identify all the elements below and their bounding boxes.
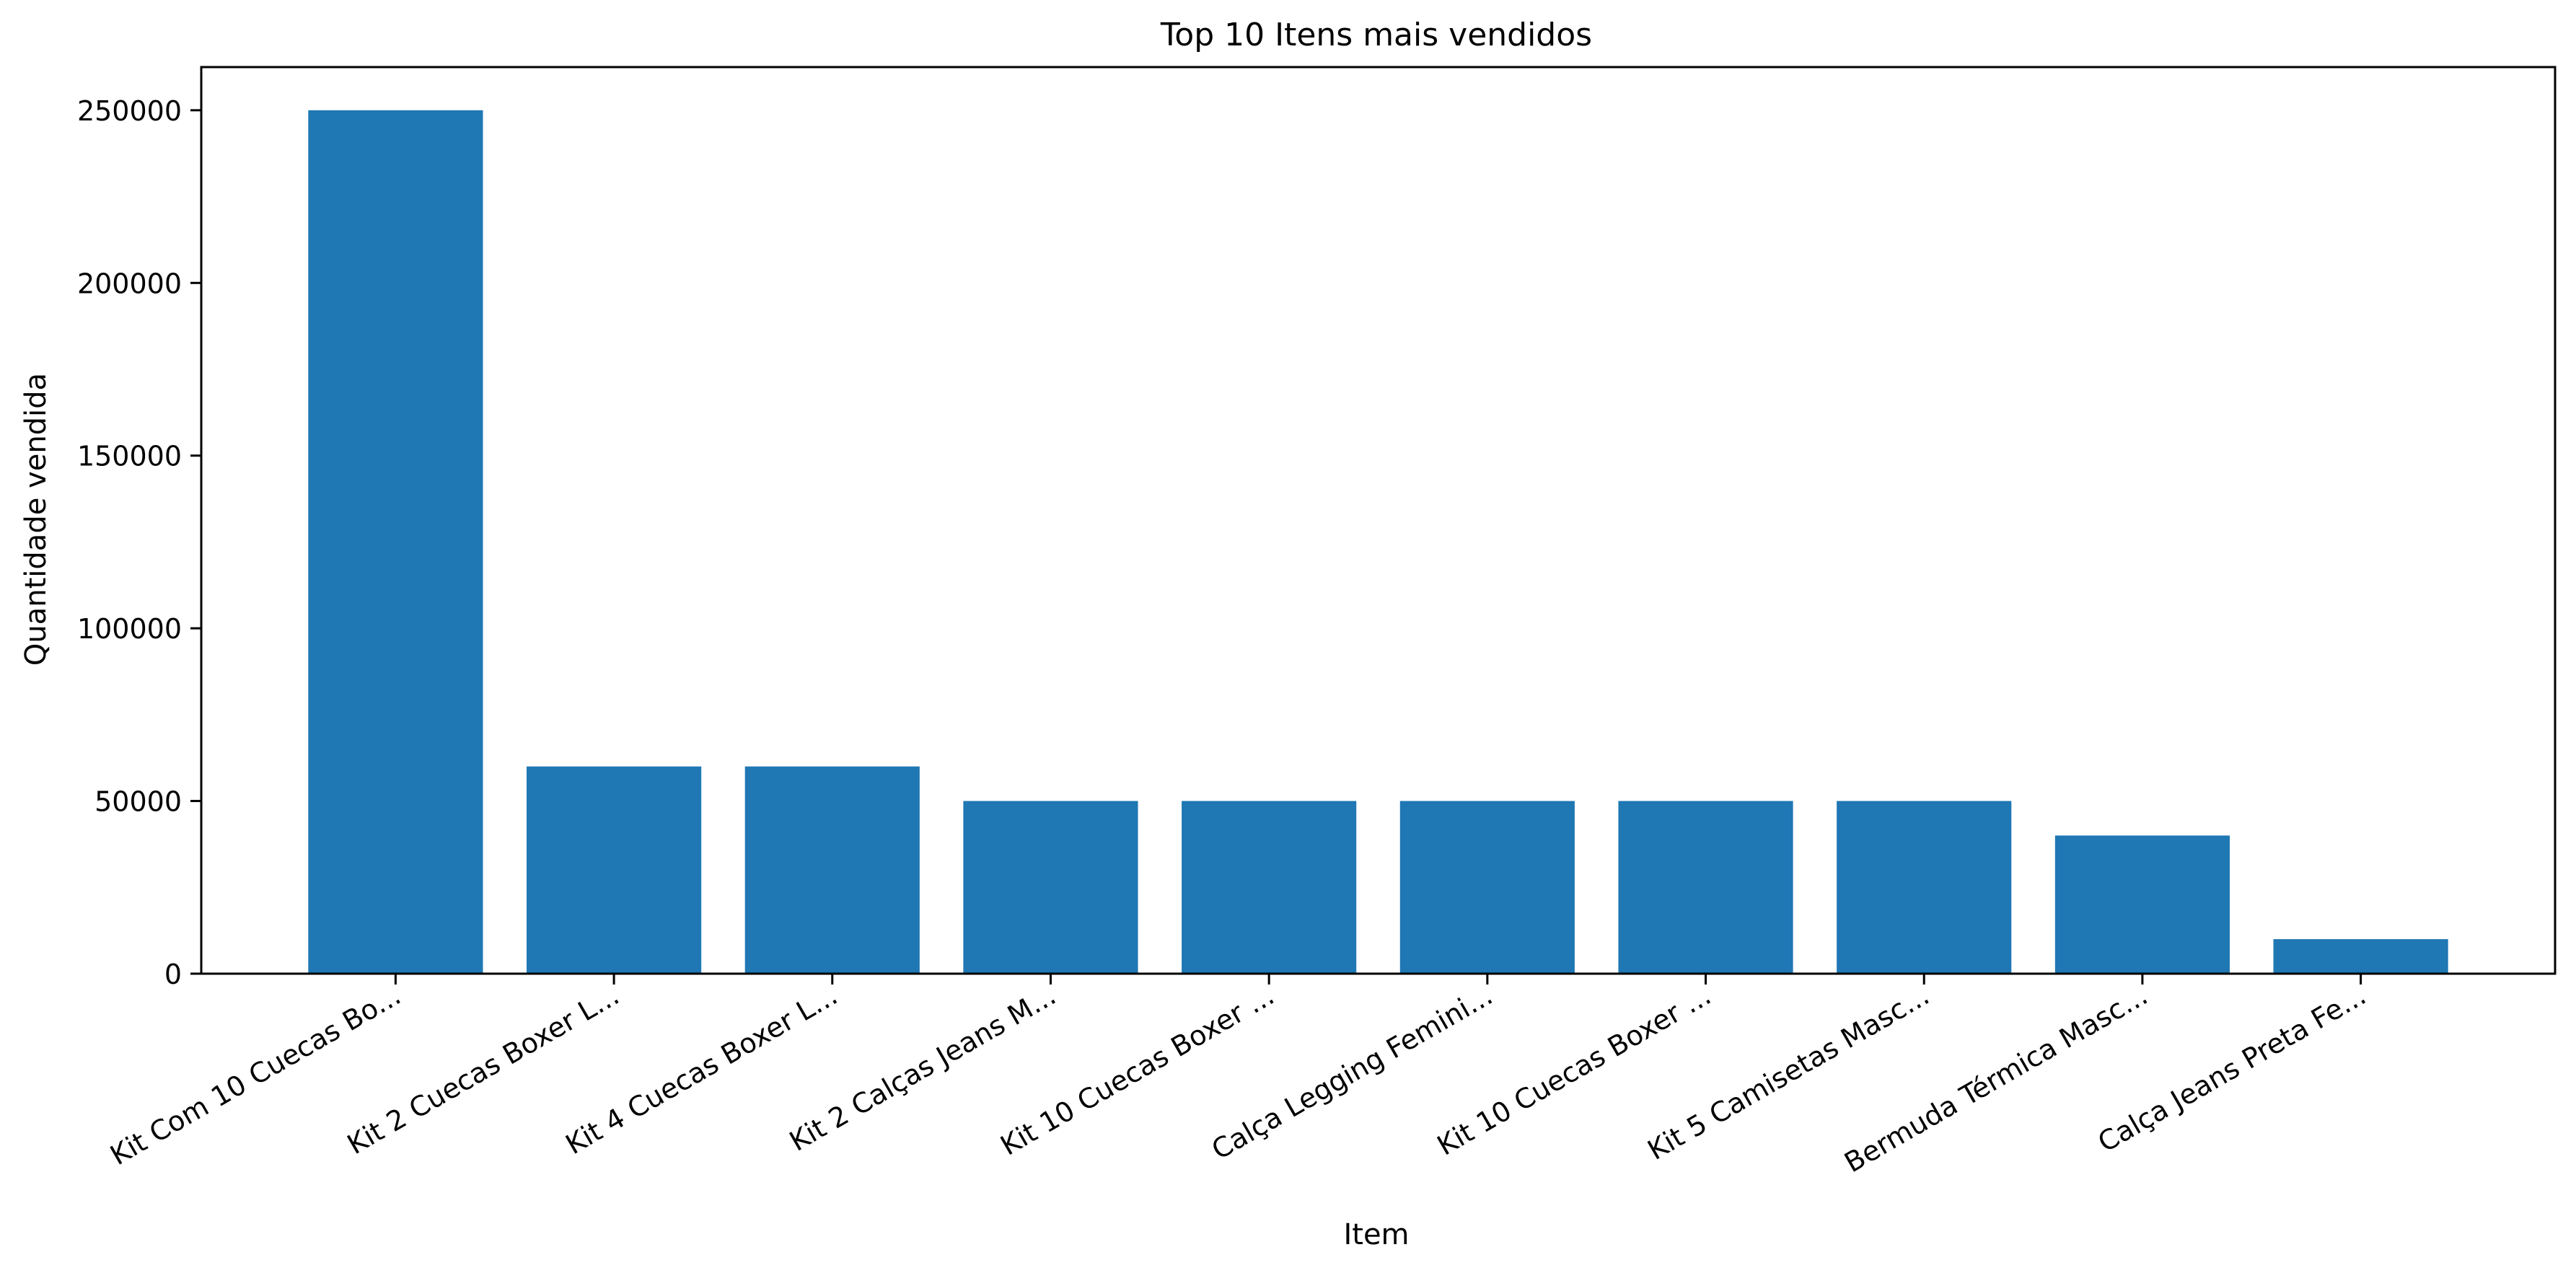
bar (1618, 801, 1793, 974)
y-tick-label: 250000 (77, 95, 182, 127)
bar (1837, 801, 2012, 974)
chart-title: Top 10 Itens mais vendidos (1160, 17, 1592, 53)
bar (2273, 939, 2448, 974)
y-tick-label: 0 (164, 959, 182, 990)
x-axis-label: Item (1343, 1218, 1409, 1251)
bar (1399, 801, 1575, 974)
y-axis-label: Quantidade vendida (19, 373, 53, 666)
x-axis: Kit Com 10 Cuecas Bo...Kit 2 Cuecas Boxe… (105, 974, 2371, 1179)
y-axis: 0 50000 100000 150000 200000 250000 (77, 95, 201, 990)
bar (2054, 835, 2230, 974)
plot-frame (200, 66, 2557, 975)
bar (744, 766, 920, 974)
bar (308, 110, 483, 974)
bar (1182, 801, 1357, 974)
y-tick-label: 100000 (77, 613, 182, 645)
bars-group (308, 110, 2448, 974)
bar (963, 801, 1138, 974)
bar (527, 766, 702, 974)
y-tick-label: 50000 (94, 786, 182, 818)
y-tick-label: 150000 (77, 441, 182, 472)
y-tick-label: 200000 (77, 268, 182, 299)
